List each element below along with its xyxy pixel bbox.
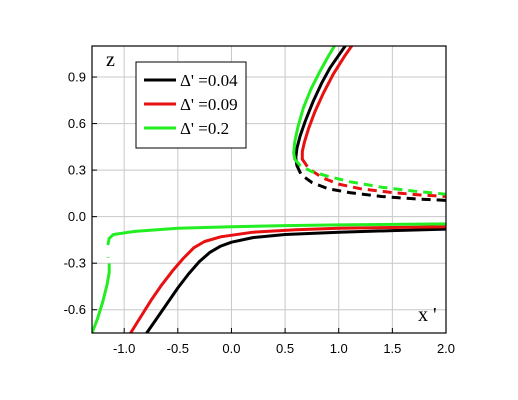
y-axis-label: z <box>106 49 115 71</box>
series-2-solid-line <box>106 222 446 246</box>
series-2-solid-line <box>92 271 111 333</box>
series-1-solid-line <box>300 46 354 161</box>
x-tick-label: 2.0 <box>437 341 455 356</box>
x-tick-label: 1.5 <box>383 341 401 356</box>
x-tick-label: -1.0 <box>113 341 135 356</box>
series-0-solid-line <box>145 227 446 333</box>
ticks: -1.0 -0.5 0.0 0.5 1.0 1.5 2.0 -0.6 -0.3 0.0 0.3 0.6… <box>64 70 455 356</box>
series-layer <box>92 46 446 333</box>
series-2-dashed-line <box>106 256 111 273</box>
x-tick-label: 0.0 <box>222 341 240 356</box>
series-0-dashed-line <box>295 164 446 202</box>
x-tick-label: 0.5 <box>276 341 294 356</box>
y-tick-label: 0.3 <box>68 163 86 178</box>
series-2-solid-line <box>292 46 336 161</box>
y-tick-label: 0.0 <box>68 209 86 224</box>
y-tick-label: 0.9 <box>68 70 86 85</box>
x-tick-label: 1.0 <box>330 341 348 356</box>
y-tick-label: -0.6 <box>64 302 86 317</box>
series-2-dashed-line <box>293 158 446 196</box>
legend: Δ' =0.04 Δ' =0.09 Δ' =0.2 <box>135 61 247 149</box>
series-1-solid-line <box>129 225 446 333</box>
y-tick-label: -0.3 <box>64 256 86 271</box>
legend-label: Δ' =0.09 <box>180 95 238 114</box>
plot-frame <box>91 45 447 334</box>
legend-label: Δ' =0.2 <box>180 119 229 138</box>
legend-label: Δ' =0.04 <box>180 71 238 90</box>
series-0-solid-line <box>294 46 347 167</box>
y-tick-label: 0.6 <box>68 116 86 131</box>
series-1-dashed-line <box>301 158 446 198</box>
x-tick-label: -0.5 <box>167 341 189 356</box>
x-axis-label: x ' <box>418 304 437 326</box>
